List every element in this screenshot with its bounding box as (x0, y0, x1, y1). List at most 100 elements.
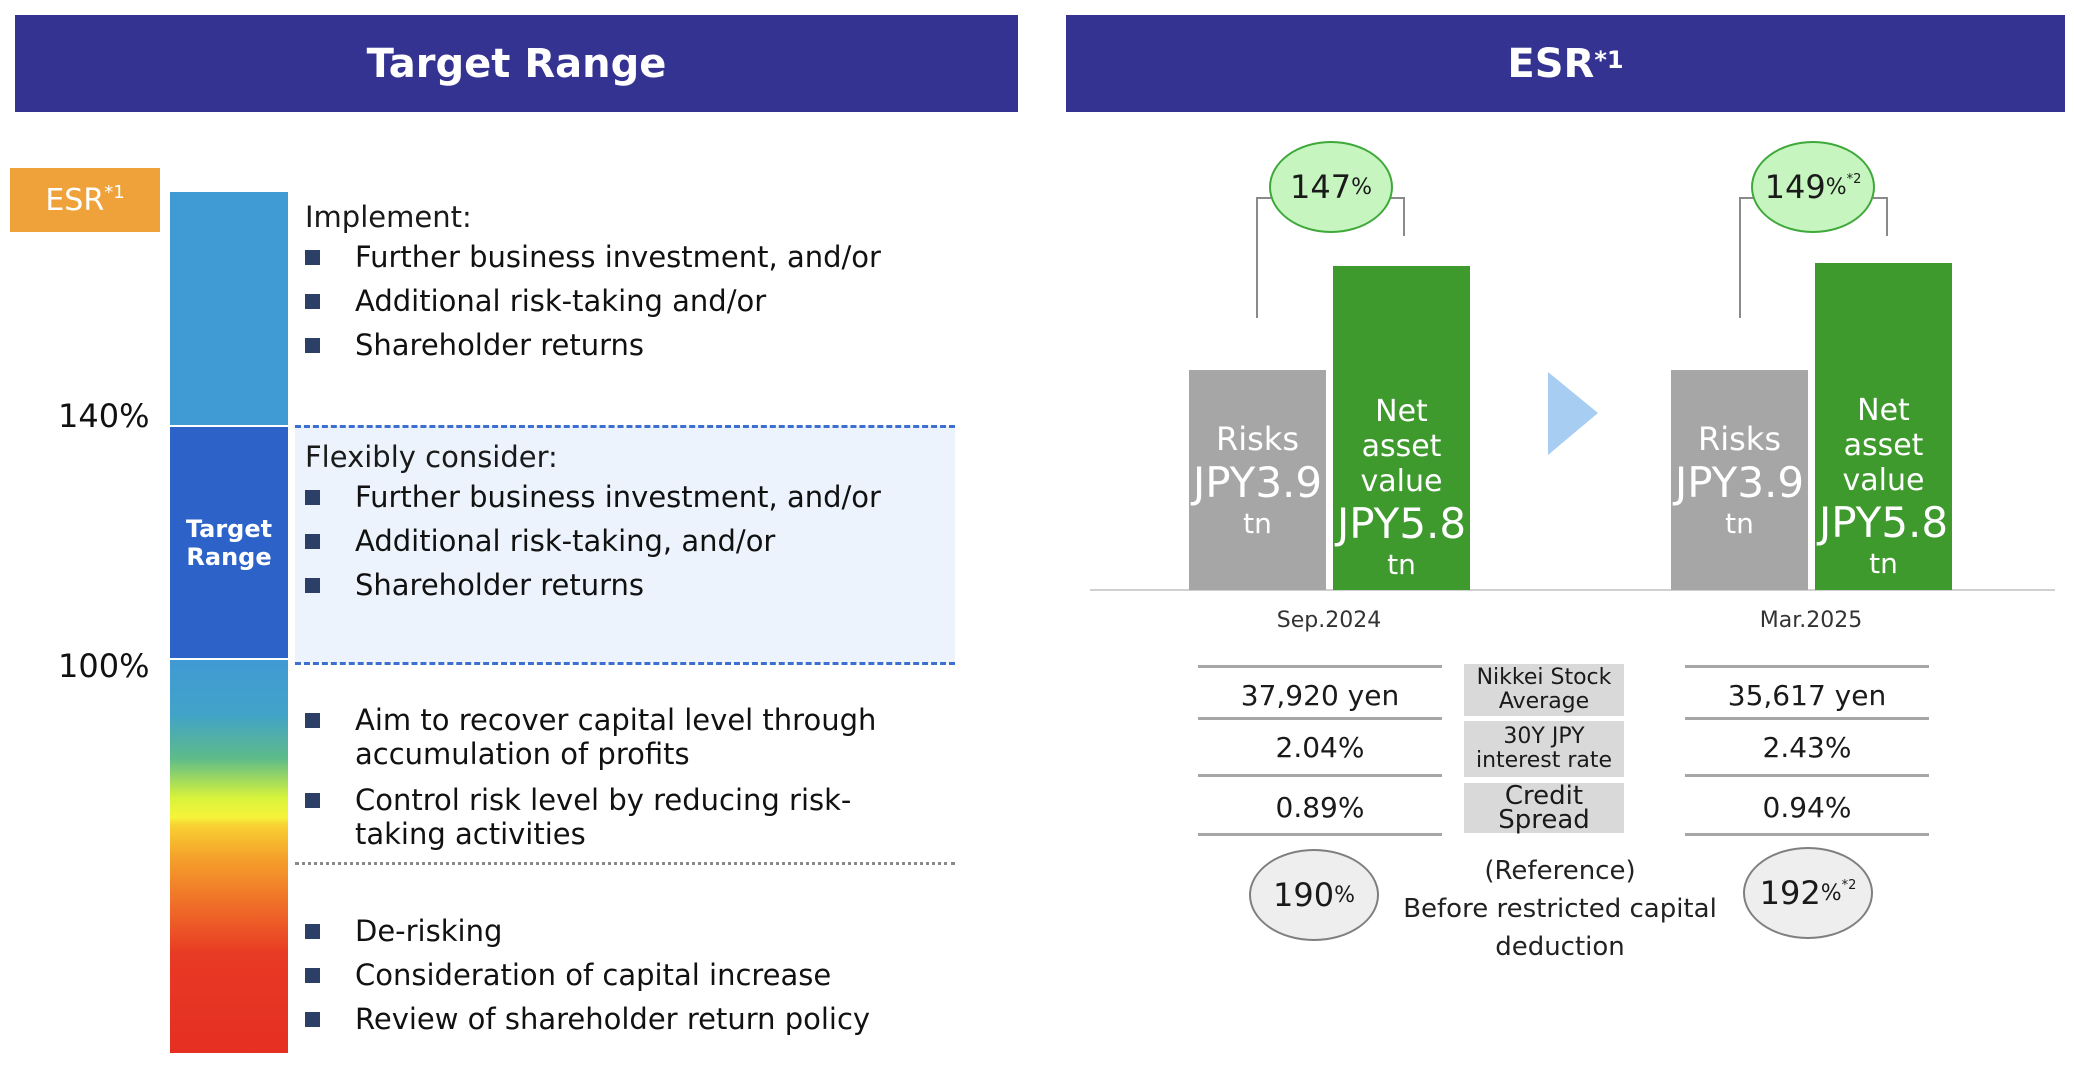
reference-text: (Reference) Before restricted capital de… (1400, 852, 1720, 966)
esr-tag-label: ESR (45, 182, 105, 218)
risk-bar-label: Risks (1698, 420, 1781, 458)
nav-bar-unit: tn (1869, 547, 1898, 580)
list-item: Control risk level by reducing risk-taki… (305, 783, 925, 851)
row-divider (1198, 717, 1442, 720)
label-rate: 30Y JPY interest rate (1464, 721, 1624, 777)
risk-bar-value: JPY3.9 (1192, 458, 1323, 507)
esr-tag-note: *1 (104, 181, 125, 203)
scale-segment-target: Target Range (170, 425, 288, 660)
block-implement: Implement: Further business investment, … (305, 198, 955, 362)
pct-100-label: 100% (58, 647, 150, 685)
risk-bar-sep2024: Risks JPY3.9 tn (1189, 370, 1326, 590)
divider-lower (295, 862, 955, 865)
nav-bar-mar2025: Net asset value JPY5.8 tn (1815, 263, 1952, 590)
list-item: Review of shareholder return policy (305, 1002, 955, 1036)
nikkei-value-sep2024: 37,920 yen (1240, 678, 1400, 712)
list-item: Consideration of capital increase (305, 958, 955, 992)
connector-sep2024 (1256, 197, 1271, 318)
row-divider (1685, 665, 1929, 668)
reference-line-1: (Reference) (1484, 856, 1636, 886)
spread-value-sep2024: 0.89% (1275, 790, 1365, 824)
risk-bar-value: JPY3.9 (1674, 458, 1805, 507)
esr-bubble-sep2024: 147% (1269, 141, 1393, 233)
list-item: Additional risk-taking, and/or (305, 524, 955, 558)
rate-value-mar2025: 2.43% (1762, 730, 1852, 764)
label-nikkei: Nikkei Stock Average (1464, 664, 1624, 716)
period-label-mar2025: Mar.2025 (1759, 608, 1863, 633)
block-flexibly-title: Flexibly consider: (305, 440, 558, 474)
block-derisk: De-risking Consideration of capital incr… (305, 914, 955, 1036)
esr-value: 147 (1290, 168, 1352, 206)
left-header-title: Target Range (366, 40, 667, 87)
block-recover: Aim to recover capital level through acc… (305, 703, 925, 851)
esr-tag: ESR *1 (10, 168, 160, 232)
nav-bar-sep2024: Net asset value JPY5.8 tn (1333, 266, 1470, 590)
list-item: De-risking (305, 914, 955, 948)
arrow-right-icon (1548, 372, 1598, 455)
ref-unit: % (1334, 882, 1355, 908)
esr-note: *2 (1846, 171, 1862, 187)
label-rate-1: 30Y JPY (1503, 724, 1585, 749)
spread-value-mar2025: 0.94% (1762, 790, 1852, 824)
right-header-note: *1 (1594, 45, 1624, 74)
label-nikkei-2: Average (1498, 689, 1590, 714)
divider-100 (295, 662, 955, 665)
nav-bar-label-2: value (1360, 464, 1443, 499)
left-header: Target Range (15, 15, 1018, 112)
target-range-label: Target Range (185, 514, 273, 571)
esr-unit: % (1825, 174, 1847, 200)
ref-bubble-mar2025: 192% *2 (1743, 847, 1873, 939)
esr-value: 149 (1764, 168, 1826, 206)
nav-bar-value: JPY5.8 (1336, 499, 1467, 548)
list-item: Additional risk-taking and/or (305, 284, 955, 318)
esr-bubble-mar2025: 149% *2 (1751, 141, 1875, 233)
nav-bar-label-2: value (1842, 463, 1925, 498)
risk-bar-mar2025: Risks JPY3.9 tn (1671, 370, 1808, 590)
row-divider (1685, 774, 1929, 777)
connector-mar2025-right (1873, 197, 1888, 236)
block-implement-title: Implement: (305, 200, 472, 234)
nikkei-value-mar2025: 35,617 yen (1727, 678, 1887, 712)
label-spread-text: Credit Spread (1498, 781, 1590, 835)
ref-value: 192 (1759, 874, 1821, 912)
ref-unit: % (1820, 880, 1842, 906)
connector-sep2024-right (1390, 197, 1405, 236)
divider-140 (295, 425, 955, 428)
ref-note: *2 (1841, 877, 1857, 893)
nav-bar-unit: tn (1387, 548, 1416, 581)
rate-value-sep2024: 2.04% (1275, 730, 1365, 764)
row-divider (1198, 833, 1442, 836)
list-item: Aim to recover capital level through acc… (305, 703, 925, 771)
reference-line-3: deduction (1495, 932, 1625, 962)
right-header-title: ESR (1507, 40, 1595, 87)
label-nikkei-1: Nikkei Stock (1476, 665, 1612, 690)
reference-line-2: Before restricted capital (1403, 894, 1717, 924)
row-divider (1685, 833, 1929, 836)
list-item: Shareholder returns (305, 568, 955, 602)
list-item: Further business investment, and/or (305, 480, 955, 514)
label-spread: Credit Spread (1464, 783, 1624, 833)
scale-segment-gradient (170, 660, 288, 1053)
risk-bar-label: Risks (1216, 420, 1299, 458)
nav-bar-label-1: Net asset (1361, 394, 1442, 464)
pct-140-label: 140% (58, 397, 150, 435)
flexible-band (295, 426, 955, 663)
risk-bar-unit: tn (1243, 507, 1272, 540)
esr-unit: % (1351, 174, 1372, 200)
nav-bar-value: JPY5.8 (1818, 498, 1949, 547)
period-label-sep2024: Sep.2024 (1276, 608, 1382, 633)
ref-value: 190 (1273, 876, 1335, 914)
connector-mar2025 (1739, 197, 1754, 318)
list-item: Further business investment, and/or (305, 240, 955, 274)
right-header: ESR *1 (1066, 15, 2065, 112)
label-rate-2: interest rate (1475, 748, 1613, 773)
row-divider (1685, 717, 1929, 720)
row-divider (1198, 665, 1442, 668)
risk-bar-unit: tn (1725, 507, 1754, 540)
ref-bubble-sep2024: 190% (1249, 849, 1379, 941)
scale-segment-top (170, 192, 288, 425)
row-divider (1198, 774, 1442, 777)
list-item: Shareholder returns (305, 328, 955, 362)
block-flexibly-consider: Flexibly consider: Further business inve… (305, 438, 955, 602)
